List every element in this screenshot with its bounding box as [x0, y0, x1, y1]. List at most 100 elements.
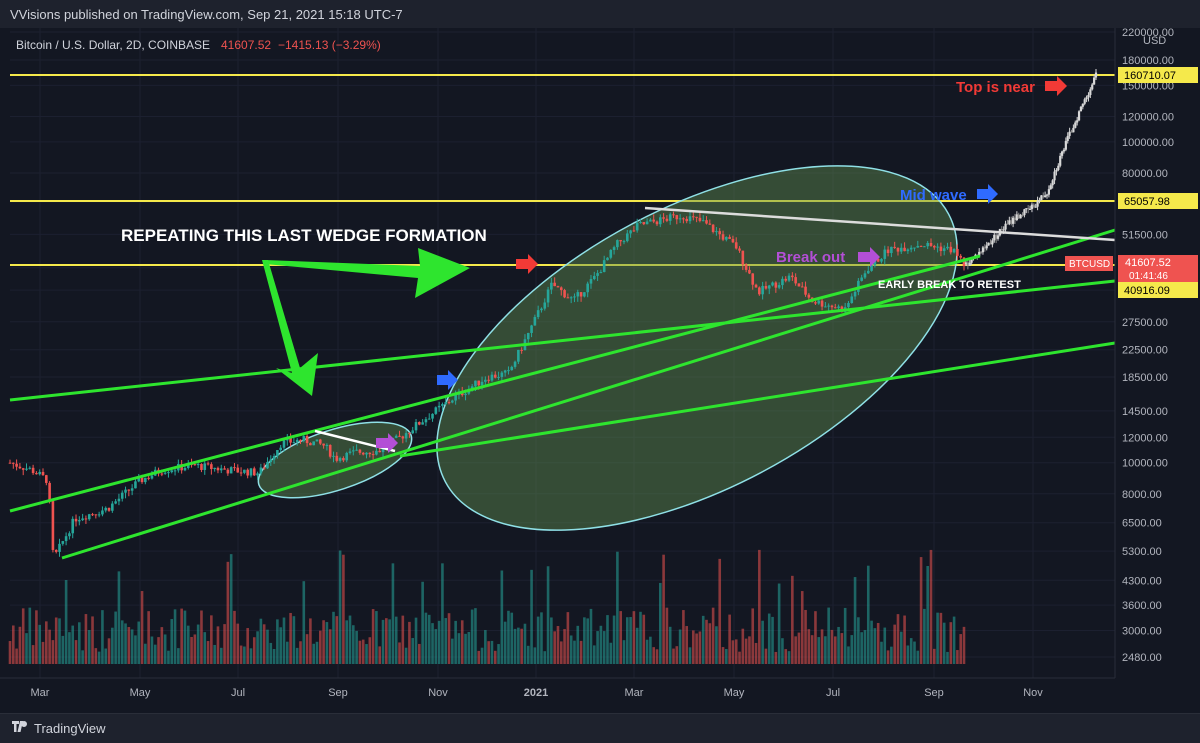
volume-bar [896, 614, 900, 664]
volume-bar [804, 609, 807, 664]
volume-bar [203, 632, 207, 664]
volume-bar [890, 646, 893, 664]
volume-bar [870, 620, 873, 664]
volume-bar [649, 636, 652, 664]
volume-bar [25, 633, 28, 664]
candle-body [781, 278, 784, 286]
candle-body [117, 498, 121, 502]
volume-bar [216, 626, 220, 664]
projection-body [1072, 127, 1075, 133]
candle-body [708, 223, 712, 225]
candle-body [352, 450, 355, 452]
volume-bar [48, 629, 51, 664]
volume-bar [774, 651, 778, 664]
candle-body [490, 374, 494, 381]
volume-bar [358, 640, 362, 664]
candle-body [622, 241, 626, 243]
price-tick-label: 27500.00 [1122, 317, 1168, 329]
volume-bar [414, 617, 418, 664]
volume-bar [180, 608, 183, 664]
candle-body [318, 439, 322, 444]
candle-body [797, 283, 801, 287]
candle-body [170, 470, 174, 473]
projection-series [964, 68, 1098, 270]
volume-bar [213, 644, 216, 664]
volume-bar [857, 617, 860, 664]
volume-bar [355, 630, 358, 664]
candle-body [371, 454, 375, 456]
chart-canvas[interactable]: REPEATING THIS LAST WEDGE FORMATION Top … [0, 27, 1200, 713]
volume-bar [863, 630, 867, 664]
volume-bar [160, 627, 164, 664]
candle-body [645, 221, 649, 225]
projection-body [1059, 155, 1062, 166]
candle-body [335, 455, 339, 461]
time-axis[interactable]: Mar May Jul Sep Nov 2021 Mar May Jul Sep Nov [31, 687, 1044, 699]
candle-body [503, 370, 507, 373]
chart-area[interactable]: REPEATING THIS LAST WEDGE FORMATION Top … [0, 27, 1200, 713]
volume-bar [520, 628, 523, 664]
volume-bar [328, 629, 332, 664]
candle-body [533, 317, 537, 326]
projection-body [1032, 204, 1035, 207]
candle-body [147, 477, 150, 479]
projection-body [964, 262, 968, 265]
volume-bar [408, 621, 411, 664]
candle-body [583, 292, 586, 297]
volume-bar [444, 618, 448, 664]
price-tick-label: 150000.00 [1122, 80, 1174, 92]
candle-body [890, 246, 893, 254]
volume-bar [190, 636, 193, 664]
volume-bar [137, 621, 141, 664]
volume-bar [639, 611, 642, 664]
volume-bar [840, 633, 844, 664]
volume-bar [866, 565, 870, 664]
volume-bar [553, 631, 556, 664]
trend-line-3 [9, 279, 1116, 402]
candle-body [946, 246, 949, 249]
candle-body [216, 467, 220, 471]
projection-body [991, 240, 994, 245]
price-tick-label: 22500.00 [1122, 345, 1168, 357]
volume-bar [41, 641, 45, 664]
candle-body [358, 449, 362, 453]
volume-bar [629, 617, 632, 664]
candle-body [903, 247, 906, 252]
candle-body [130, 488, 134, 491]
volume-bar [421, 581, 424, 664]
publish-info: VVisions published on TradingView.com, S… [10, 7, 403, 22]
retest-annotation: EARLY BREAK TO RETEST [878, 279, 1021, 291]
volume-bar [368, 637, 372, 664]
volume-bar [104, 648, 108, 664]
candle-body [302, 436, 306, 442]
candle-body [543, 302, 547, 309]
candle-body [916, 245, 920, 248]
volume-bar [243, 646, 246, 664]
volume-bars [8, 549, 966, 664]
candle-body [827, 305, 830, 307]
projection-body [1079, 106, 1083, 112]
volume-bar [196, 624, 200, 664]
volume-bar [460, 620, 464, 664]
volume-bar [266, 629, 269, 664]
price-axis[interactable]: 220000.00 180000.00 150000.00 120000.00 1000… [1114, 27, 1174, 678]
projection-body [1036, 200, 1039, 207]
projection-body [1085, 97, 1088, 100]
volume-bar [140, 591, 144, 664]
candle-body [355, 449, 358, 451]
volume-bar [497, 644, 500, 664]
candle-body [64, 536, 68, 542]
volume-bar [827, 607, 830, 664]
volume-bar [682, 610, 685, 664]
breakout-annotation: Break out [776, 249, 845, 266]
candle-body [606, 257, 609, 261]
volume-bar [635, 627, 639, 664]
volume-bar [282, 617, 286, 664]
volume-bar [239, 645, 243, 664]
candle-body [338, 458, 342, 461]
volume-bar [186, 625, 190, 664]
volume-bar [61, 635, 65, 664]
volume-bar [820, 629, 824, 664]
price-tick-label: 220000.00 [1122, 28, 1174, 39]
volume-bar [952, 616, 956, 664]
